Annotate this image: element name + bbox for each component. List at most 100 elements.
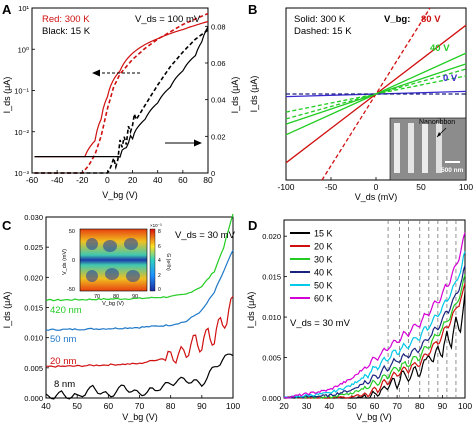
panel-b-series-line — [321, 7, 431, 181]
panel-d-annotation: V_ds = 30 mV — [290, 318, 351, 329]
panel-c-xtick-label: 60 — [104, 401, 114, 411]
panel-a-ytick-label: 10⁻² — [14, 128, 29, 137]
panel-b-label: B — [248, 2, 257, 17]
panel-a-ytick-right-label: 0.04 — [211, 96, 226, 105]
panel-d-legend-label: 60 K — [314, 294, 333, 304]
panel-c-annotation: V_ds = 30 mV — [175, 230, 236, 241]
panel-c-ytick-label: 0.000 — [24, 394, 43, 403]
panel-d-marks: 20 30 40 50 60 70 80 90 100 0.000 0.005 0.010 0.015 0… — [262, 220, 472, 411]
panel-b-ylabel: I_ds (μA) — [249, 76, 259, 113]
panel-b: B -100 -50 0 50 100 Solid: 300 K Dashed: 15 … — [248, 2, 473, 202]
panel-d-series-line — [284, 274, 466, 399]
panel-a-ytick-right-label: 0.02 — [211, 132, 226, 141]
panel-d-xtick-label: 50 — [347, 401, 357, 411]
panel-c: C 40 50 60 70 80 90 1000.0000.0050.0100.0150.0… — [2, 213, 240, 422]
panel-a-ytick-right-label: 0.06 — [211, 59, 226, 68]
panel-c-inset-ytick-bottom: -50 — [67, 287, 75, 293]
panel-b-xtick-label: 100 — [459, 182, 473, 192]
panel-c-xtick-label: 70 — [135, 401, 145, 411]
panel-c-xtick-label: 40 — [41, 401, 51, 411]
panel-a-legend-black: Black: 15 K — [42, 26, 91, 37]
panel-a-label: A — [2, 2, 12, 17]
panel-d-xtick-label: 70 — [392, 401, 402, 411]
panel-c-xlabel: V_bg (V) — [122, 412, 158, 422]
panel-a-xtick-label: -40 — [51, 175, 64, 185]
panel-a-xtick-label: 0 — [105, 175, 110, 185]
panel-a-ytick-right-label: 0.08 — [211, 22, 226, 31]
panel-d-series-line — [283, 232, 466, 399]
panel-c-cbar-tick-8: 8 — [158, 229, 161, 235]
panel-a-series-line — [34, 20, 209, 158]
panel-d-xtick-label: 20 — [279, 401, 289, 411]
panel-d-xtick-label: 30 — [302, 401, 312, 411]
panel-c-ylabel: I_ds (μA) — [2, 292, 12, 329]
panel-c-inset-xtick-80: 80 — [113, 294, 119, 300]
panel-c-series-line — [45, 213, 234, 302]
panel-c-ytick-label: 0.025 — [24, 243, 43, 252]
panel-a-xtick-label: 80 — [203, 175, 213, 185]
panel-c-ytick-label: 0.015 — [24, 304, 43, 313]
panel-c-cbar-exponent: ×10⁻³ — [150, 223, 162, 228]
panel-c-inset-ylabel: V_ds (mV) — [62, 249, 68, 275]
panel-a-ytick-label: 10¹ — [18, 4, 29, 13]
panel-a-ytick-right-label: 0 — [211, 169, 215, 178]
panel-b-label-0v: 0 V — [443, 73, 458, 84]
panel-c-inset-ytick-mid: 0 — [72, 258, 75, 264]
panel-a-xtick-label: -20 — [76, 175, 89, 185]
panel-a-ytick-label: 10⁻³ — [14, 169, 29, 178]
panel-c-xtick-label: 50 — [72, 401, 82, 411]
panel-c-ytick-label: 0.010 — [24, 334, 43, 343]
panel-d: D 20 30 40 50 60 70 80 90 100 0.000 0.005 0.010 0.01… — [246, 218, 472, 422]
panel-c-cbar-tick-4: 4 — [158, 258, 161, 264]
panel-b-xtick-label: -100 — [277, 182, 294, 192]
panel-a-ytick-label: 10⁻¹ — [14, 87, 29, 96]
panel-c-inset-xtick-70: 70 — [94, 294, 100, 300]
panel-c-inset-ytick-top: 50 — [69, 229, 75, 235]
panel-d-legend-label: 50 K — [314, 281, 333, 291]
panel-d-legend-label: 40 K — [314, 268, 333, 278]
panel-c-label: C — [2, 218, 12, 233]
panel-a-xtick-label: 60 — [178, 175, 188, 185]
panel-d-xlabel: V_bg (V) — [356, 412, 392, 422]
panel-d-legend-label: 15 K — [314, 229, 333, 239]
panel-a-series-line — [34, 12, 209, 174]
panel-c-label-8nm: 8 nm — [54, 379, 75, 390]
panel-c-xtick-label: 90 — [197, 401, 207, 411]
panel-c-ytick-label: 0.005 — [24, 364, 43, 373]
panel-d-ytick-label: 0.000 — [262, 394, 281, 403]
panel-c-series-line — [45, 249, 234, 331]
panel-c-cbar-tick-0: 0 — [158, 287, 161, 293]
panel-d-legend-label: 30 K — [314, 255, 333, 265]
panel-a-annotation: V_ds = 100 mV — [135, 14, 201, 25]
panel-a-legend-red: Red: 300 K — [42, 14, 90, 25]
panel-b-marks: -100 -50 0 50 100 — [277, 7, 473, 192]
panel-d-ytick-label: 0.015 — [262, 273, 281, 282]
panel-d-xtick-label: 40 — [325, 401, 335, 411]
panel-c-ytick-label: 0.030 — [24, 213, 43, 222]
panel-d-xtick-label: 60 — [370, 401, 380, 411]
panel-a-series-line — [34, 29, 209, 174]
panel-a-marks: -60 -40 -20 0 20 40 60 80 10⁻³ 10⁻² 10⁻¹ 10⁰ 10¹ 0 0.0… — [14, 4, 225, 185]
panel-a-right-arrow — [165, 139, 202, 147]
panel-d-label: D — [248, 218, 257, 233]
panel-a-ylabel-right: I_ds (μA) — [230, 77, 240, 114]
panel-b-xlabel: V_ds (mV) — [355, 192, 398, 202]
panel-a-xlabel: V_bg (V) — [102, 190, 138, 200]
panel-a-left-arrow — [92, 69, 140, 77]
panel-b-sem-inset: Nanoribbon 500 nm — [389, 117, 467, 181]
panel-c-series-line — [45, 296, 234, 368]
panel-b-legend-dashed: Dashed: 15 K — [294, 26, 352, 37]
panel-d-legend: 15 K 20 K 30 K 40 K 50 K 60 K — [290, 229, 333, 304]
panel-c-cbar-label: G (e²/h) — [165, 253, 171, 271]
panel-d-ylabel: I_ds (μA) — [246, 292, 256, 329]
panel-c-inset-xlabel: V_bg (V) — [102, 301, 124, 307]
panel-b-label-80v: 80 V — [421, 14, 441, 25]
panel-c-ytick-label: 0.020 — [24, 273, 43, 282]
panel-c-xtick-label: 100 — [226, 401, 240, 411]
panel-d-series-line — [283, 265, 466, 399]
panel-c-cbar-tick-2: 2 — [158, 273, 161, 279]
panel-c-marks: 40 50 60 70 80 90 1000.0000.0050.0100.0150.020… — [24, 213, 240, 411]
panel-c-label-50nm: 50 nm — [50, 334, 76, 345]
panel-c-label-20nm: 20 nm — [50, 356, 76, 367]
panel-b-xtick-label: 0 — [374, 182, 379, 192]
